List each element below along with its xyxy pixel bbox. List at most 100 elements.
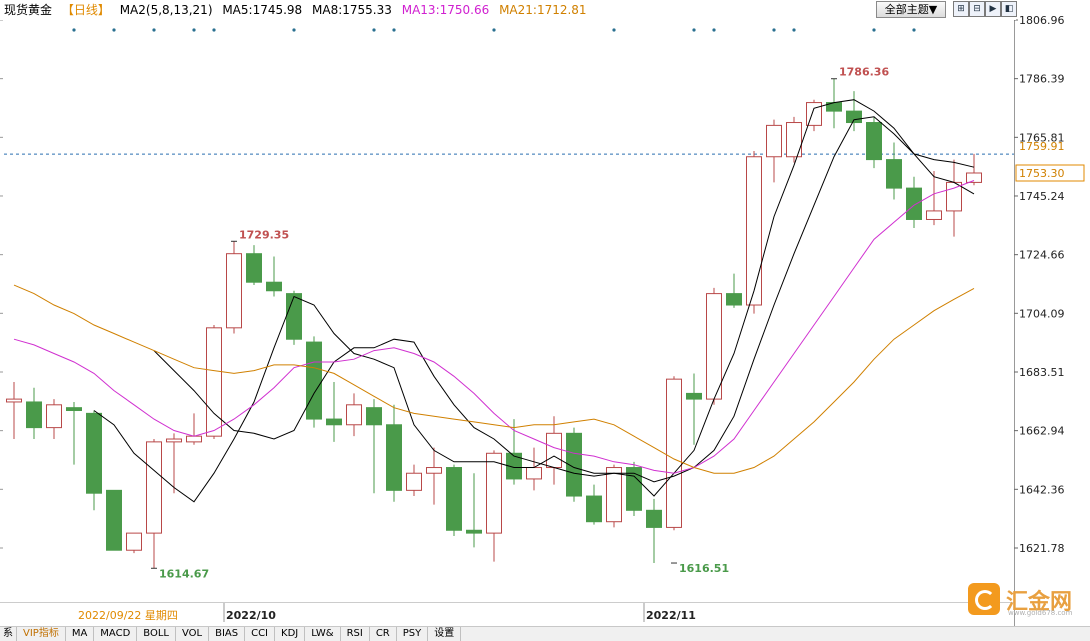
candle-body-down[interactable] xyxy=(86,412,102,494)
event-marker-dot[interactable] xyxy=(872,28,876,32)
event-marker-dot[interactable] xyxy=(772,28,776,32)
event-marker-dot[interactable] xyxy=(912,28,916,32)
theme-select-button[interactable]: 全部主题▼ xyxy=(876,1,946,18)
candle-body-up[interactable] xyxy=(46,404,62,429)
forward-icon[interactable]: ▶ xyxy=(985,1,1001,17)
candle-body-down[interactable] xyxy=(266,281,282,292)
candle-body-up[interactable] xyxy=(946,181,962,212)
candle-body-up[interactable] xyxy=(206,327,222,437)
candle-body-up[interactable] xyxy=(346,404,362,426)
candle-body-down[interactable] xyxy=(106,489,122,551)
candle-body-up[interactable] xyxy=(406,472,422,491)
event-marker-dot[interactable] xyxy=(612,28,616,32)
candle-body-up[interactable] xyxy=(186,435,202,443)
candle-body-up[interactable] xyxy=(666,378,682,528)
indicator-tab[interactable]: 系 xyxy=(0,627,17,641)
candle-body-up[interactable] xyxy=(746,156,762,306)
indicator-tab[interactable]: KDJ xyxy=(275,627,306,641)
candle-body-down[interactable] xyxy=(466,529,482,534)
candle-body-down[interactable] xyxy=(66,407,82,412)
fullscreen-icon[interactable]: ◧ xyxy=(1001,1,1017,17)
candle-body-up[interactable] xyxy=(786,122,802,158)
candle-body-down[interactable] xyxy=(726,293,742,306)
candle-body-up[interactable] xyxy=(766,124,782,158)
candle-body-up[interactable] xyxy=(6,398,22,403)
event-marker-dot[interactable] xyxy=(692,28,696,32)
candle-body-up[interactable] xyxy=(706,293,722,400)
event-marker-dot[interactable] xyxy=(212,28,216,32)
candle-body-down[interactable] xyxy=(886,159,902,189)
price-tick-label: 1724.66 xyxy=(1019,249,1065,262)
indicator-tab[interactable]: PSY xyxy=(397,627,429,641)
candle-body-up[interactable] xyxy=(226,253,242,329)
candle-body-down[interactable] xyxy=(386,424,402,491)
candle-body-up[interactable] xyxy=(426,467,442,474)
indicator-tab[interactable]: VIP指标 xyxy=(17,627,66,641)
indicator-tab[interactable]: VOL xyxy=(176,627,210,641)
price-tick-label: 1745.24 xyxy=(1019,190,1065,203)
candle-body-up[interactable] xyxy=(126,532,142,551)
candle-body-down[interactable] xyxy=(306,341,322,420)
candle-body-down[interactable] xyxy=(286,293,302,340)
candle-body-up[interactable] xyxy=(526,467,542,480)
candle-body-down[interactable] xyxy=(366,407,382,426)
event-marker-dot[interactable] xyxy=(72,28,76,32)
candle-body-down[interactable] xyxy=(906,187,922,220)
event-marker-dot[interactable] xyxy=(372,28,376,32)
event-marker-dot[interactable] xyxy=(792,28,796,32)
event-marker-dot[interactable] xyxy=(712,28,716,32)
candle-body-down[interactable] xyxy=(846,110,862,124)
ma21-line xyxy=(13,284,975,474)
event-marker-dot[interactable] xyxy=(112,28,116,32)
price-tick-label: 1642.36 xyxy=(1019,483,1065,496)
candle-body-up[interactable] xyxy=(486,452,502,534)
indicator-tab[interactable]: BOLL xyxy=(137,627,176,641)
price-tick-label: 1806.96 xyxy=(1019,14,1065,27)
indicator-tab[interactable]: CR xyxy=(370,627,397,641)
event-marker-dot[interactable] xyxy=(492,28,496,32)
candle-body-down[interactable] xyxy=(566,432,582,497)
indicator-tab[interactable]: BIAS xyxy=(209,627,246,641)
zoom-out-icon[interactable]: ⊟ xyxy=(969,1,985,17)
zoom-in-icon[interactable]: ⊞ xyxy=(953,1,969,17)
candle-body-down[interactable] xyxy=(646,509,662,528)
logo-mark-icon xyxy=(968,583,1000,615)
ma13-line xyxy=(13,180,975,474)
candle-body-down[interactable] xyxy=(686,392,702,400)
time-tick-label: 2022/10 xyxy=(226,609,276,622)
event-marker-dot[interactable] xyxy=(152,28,156,32)
candle-body-down[interactable] xyxy=(246,253,262,283)
candle-body-up[interactable] xyxy=(606,467,622,523)
indicator-tab[interactable]: RSI xyxy=(341,627,370,641)
candle-body-down[interactable] xyxy=(586,495,602,523)
indicator-tab[interactable]: MA xyxy=(66,627,95,641)
candle-body-down[interactable] xyxy=(446,467,462,531)
candle-body-down[interactable] xyxy=(506,452,522,480)
candle-body-up[interactable] xyxy=(966,172,982,183)
cursor-date-label: 2022/09/22 星期四 xyxy=(78,609,178,622)
candle-body-up[interactable] xyxy=(166,438,182,443)
period-label[interactable]: 【日线】 xyxy=(61,3,110,17)
candle-body-down[interactable] xyxy=(26,401,42,429)
indicator-tab[interactable]: 设置 xyxy=(428,627,462,641)
event-marker-dot[interactable] xyxy=(192,28,196,32)
price-tick-label: 1704.09 xyxy=(1019,307,1065,320)
indicator-tab[interactable]: CCI xyxy=(245,627,276,641)
indicator-tabs: 系 VIP指标 MA MACD BOLL VOL BIAS CCI KDJ LW& RSI CR PSY… xyxy=(0,626,1090,641)
high-annotation: 1786.36 xyxy=(839,66,889,79)
candle-body-up[interactable] xyxy=(926,210,942,220)
candle-body-up[interactable] xyxy=(146,441,162,534)
event-marker-dot[interactable] xyxy=(292,28,296,32)
candle-body-down[interactable] xyxy=(866,122,882,161)
indicator-tab[interactable]: LW& xyxy=(305,627,341,641)
candle-body-down[interactable] xyxy=(326,418,342,426)
ma-group-label[interactable]: MA2(5,8,13,21) xyxy=(119,3,213,17)
time-tick-label: 2022/11 xyxy=(646,609,696,622)
indicator-tab[interactable]: MACD xyxy=(94,627,138,641)
candle-body-up[interactable] xyxy=(546,432,562,469)
low-annotation: 1614.67 xyxy=(159,567,209,580)
event-marker-dot[interactable] xyxy=(392,28,396,32)
current-price-box xyxy=(1015,164,1085,182)
candle-body-down[interactable] xyxy=(626,467,642,511)
